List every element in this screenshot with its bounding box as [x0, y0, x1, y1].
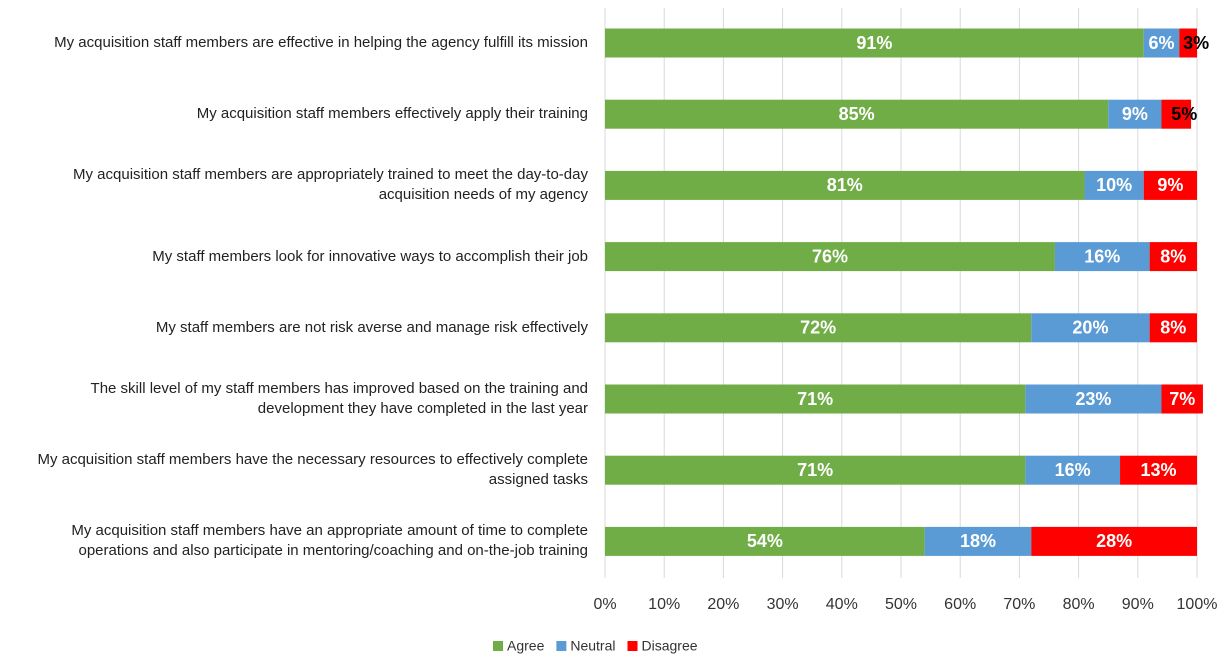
category-label: The skill level of my staff members has … — [90, 380, 588, 417]
category-label: My acquisition staff members are effecti… — [54, 34, 588, 51]
data-label: 28% — [1096, 531, 1132, 551]
x-tick-label: 30% — [767, 596, 799, 613]
data-label: 76% — [812, 246, 848, 266]
bar-segment — [1143, 28, 1180, 58]
legend-swatch — [627, 641, 638, 651]
data-label: 85% — [839, 104, 875, 124]
data-label: 10% — [1096, 175, 1132, 195]
legend-swatch — [493, 641, 503, 651]
data-label: 7% — [1169, 389, 1195, 409]
data-label: 3% — [1183, 33, 1209, 53]
legend-label: Neutral — [570, 638, 615, 654]
bar-segment — [605, 242, 1055, 272]
bar-segment — [1179, 28, 1197, 58]
bar-segment — [1084, 170, 1144, 200]
category-label: My staff members look for innovative way… — [152, 247, 588, 265]
bar-segment — [605, 99, 1109, 129]
data-label: 9% — [1157, 175, 1183, 195]
category-label: My staff members are not risk averse and… — [155, 318, 588, 336]
data-label: 54% — [747, 531, 783, 551]
data-label: 23% — [1075, 389, 1111, 409]
data-label: 91% — [856, 33, 892, 53]
bar-segment — [1031, 313, 1150, 343]
bar-segment — [1161, 384, 1203, 414]
x-tick-label: 40% — [826, 596, 858, 613]
bar-segment — [1161, 99, 1192, 129]
bar-segment — [605, 313, 1032, 343]
bar-segment — [605, 384, 1026, 414]
x-tick-label: 0% — [593, 596, 616, 613]
bar-segment — [1025, 384, 1162, 414]
bar-segment — [605, 455, 1026, 485]
bar-segment — [605, 170, 1085, 200]
data-label: 13% — [1141, 460, 1177, 480]
bar-segment — [1143, 170, 1197, 200]
category-label: My acquisition staff members have an app… — [71, 522, 588, 560]
data-label: 5% — [1171, 104, 1197, 124]
bar-segment — [1149, 313, 1197, 343]
bar-segment — [1108, 99, 1162, 129]
bar-segment — [1149, 242, 1197, 272]
legend-label: Agree — [507, 638, 545, 654]
data-label: 81% — [827, 175, 863, 195]
bar-segment — [1025, 455, 1121, 485]
data-label: 8% — [1160, 318, 1186, 338]
data-label: 9% — [1122, 104, 1148, 124]
data-label: 18% — [960, 531, 996, 551]
data-label: 8% — [1160, 246, 1186, 266]
x-tick-label: 70% — [1003, 596, 1035, 613]
x-tick-label: 60% — [944, 596, 976, 613]
x-tick-label: 80% — [1063, 596, 1095, 613]
x-tick-label: 90% — [1122, 596, 1154, 613]
data-label: 16% — [1084, 246, 1120, 266]
category-label: My acquisition staff members have the ne… — [37, 451, 588, 489]
bar-segment — [1120, 455, 1197, 485]
data-label: 71% — [797, 389, 833, 409]
x-tick-label: 100% — [1177, 596, 1218, 613]
data-label: 6% — [1148, 33, 1174, 53]
bar-segment — [924, 526, 1032, 556]
data-label: 20% — [1072, 318, 1108, 338]
bar-segment — [1031, 526, 1197, 556]
data-label: 71% — [797, 460, 833, 480]
data-label: 72% — [800, 318, 836, 338]
x-tick-label: 50% — [885, 596, 917, 613]
bar-segment — [605, 28, 1144, 58]
legend-swatch — [556, 641, 567, 651]
bar-segment — [605, 526, 925, 556]
x-tick-label: 20% — [707, 596, 739, 613]
category-label: My acquisition staff members are appropr… — [73, 166, 588, 204]
x-tick-label: 10% — [648, 596, 680, 613]
category-label: My acquisition staff members effectively… — [196, 105, 588, 123]
data-label: 16% — [1055, 460, 1091, 480]
bar-segment — [1054, 242, 1150, 272]
legend-label: Disagree — [642, 638, 698, 654]
